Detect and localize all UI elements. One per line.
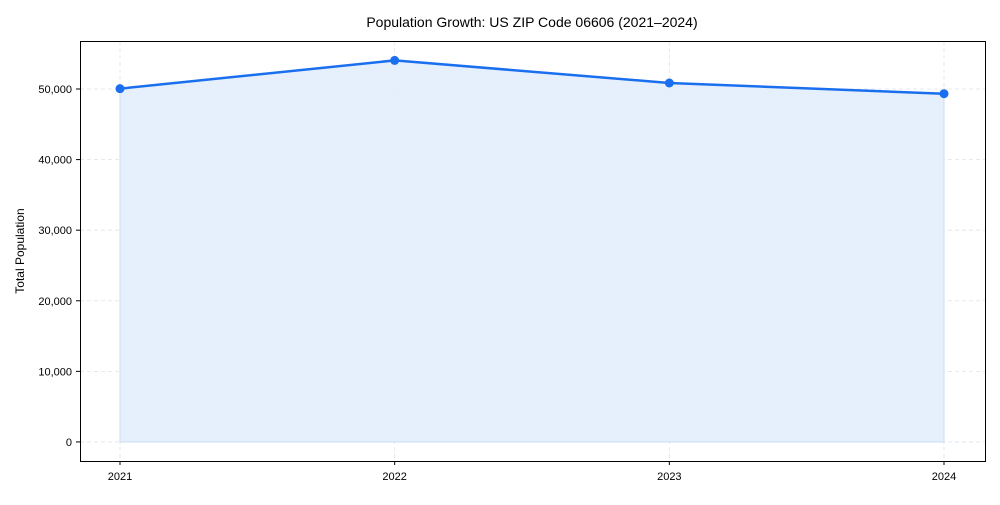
series-area-fill [119, 59, 945, 443]
y-axis-label: Total Population [13, 208, 27, 293]
data-point [939, 89, 949, 99]
data-point [664, 78, 674, 88]
ticks: 0 10,000 20,000 30,000 40,000 50,000 2021 2022 2… [38, 84, 956, 483]
x-tick-label: 2024 [932, 471, 956, 483]
plot-frame [80, 41, 986, 462]
x-tick-label: 2021 [108, 471, 132, 483]
y-tick-label: 30,000 [38, 225, 72, 237]
y-tick-label: 10,000 [38, 366, 72, 378]
chart-title: Population Growth: US ZIP Code 06606 (20… [366, 14, 697, 30]
x-tick-label: 2022 [382, 471, 406, 483]
y-tick-label: 20,000 [38, 296, 72, 308]
x-tick-label: 2023 [657, 471, 681, 483]
data-point [390, 55, 400, 65]
y-tick-label: 40,000 [38, 155, 72, 167]
y-tick-label: 0 [66, 437, 72, 449]
area-layer [115, 55, 949, 443]
series-line [119, 59, 945, 95]
y-tick-label: 50,000 [38, 84, 72, 96]
data-point [115, 84, 125, 94]
